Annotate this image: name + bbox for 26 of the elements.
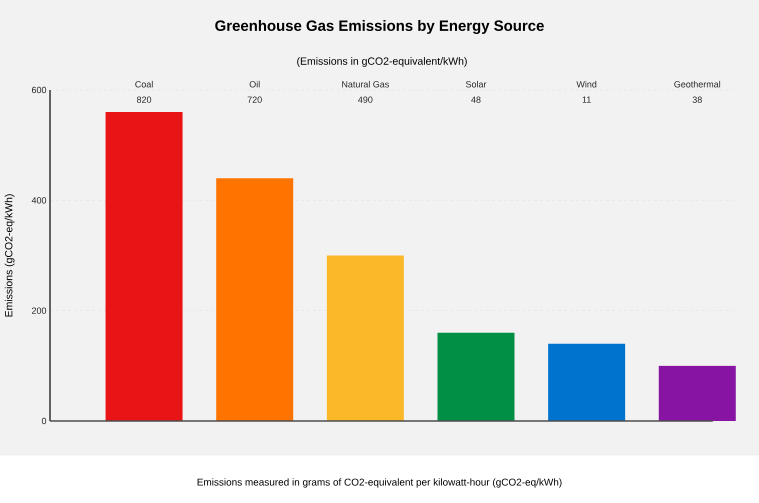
x-tick-label: Coal bbox=[135, 80, 153, 88]
bar bbox=[548, 344, 626, 421]
y-tick-label: 400 bbox=[32, 197, 46, 204]
bar bbox=[106, 112, 183, 421]
annotation: 38 bbox=[692, 96, 702, 103]
annotation: 11 bbox=[582, 96, 591, 103]
y-tick-label: 0 bbox=[42, 418, 46, 424]
x-tick-label: Natural Gas bbox=[342, 80, 389, 88]
y-axis-title: Emissions (gCO2-eq/kWh) bbox=[4, 194, 14, 317]
bar bbox=[326, 255, 404, 421]
y-tick-label: 200 bbox=[32, 307, 46, 314]
bar bbox=[216, 178, 294, 421]
annotation: 48 bbox=[471, 96, 481, 103]
chart-title: Greenhouse Gas Emissions by Energy Source bbox=[215, 20, 544, 34]
bar bbox=[658, 366, 736, 421]
chart-subtitle: (Emissions in gCO2-equivalent/kWh) bbox=[297, 57, 467, 67]
text: Emissions measured in grams of CO2-equivalent per kilowatt-hour (gCO2-eq/kWh) bbox=[198, 478, 562, 488]
x-tick-label: Solar bbox=[466, 80, 486, 88]
x-tick-label: Geothermal bbox=[674, 80, 720, 88]
x-tick-label: Wind bbox=[576, 80, 596, 88]
bar bbox=[437, 332, 514, 421]
y-tick-label: 600 bbox=[32, 86, 46, 94]
annotation: 820 bbox=[136, 96, 152, 103]
annotation: 490 bbox=[358, 96, 372, 103]
x-tick-label: Oil bbox=[250, 80, 260, 88]
annotation: 720 bbox=[248, 96, 262, 103]
